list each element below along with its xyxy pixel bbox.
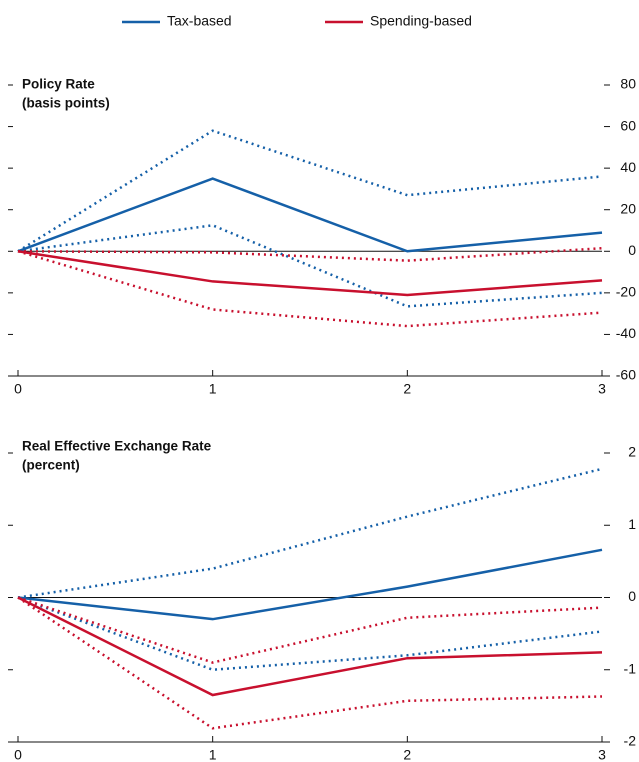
y-tick-label: 1	[628, 516, 636, 532]
confidence-line	[17, 596, 603, 730]
confidence-line	[17, 250, 603, 328]
y-tick-label: -2	[624, 733, 637, 749]
y-tick-label: -1	[624, 660, 637, 676]
y-tick-label: 20	[620, 200, 636, 216]
confidence-line	[17, 467, 603, 599]
y-tick-label: 0	[628, 588, 636, 604]
y-tick-label: -60	[616, 367, 636, 383]
series-line	[17, 548, 603, 621]
y-tick-label: 2	[628, 444, 636, 460]
series-line	[17, 250, 603, 297]
x-tick-label: 1	[209, 381, 217, 397]
confidence-line	[17, 246, 603, 262]
x-tick-label: 0	[14, 381, 22, 397]
x-tick-label: 0	[14, 747, 22, 762]
legend-label: Spending-based	[370, 13, 472, 29]
x-tick-label: 3	[598, 381, 606, 397]
confidence-line	[17, 596, 603, 664]
confidence-line	[17, 224, 603, 308]
y-tick-label: 40	[620, 159, 636, 175]
confidence-line	[17, 129, 603, 253]
series-line	[17, 177, 603, 253]
confidence-line	[17, 596, 603, 672]
y-tick-label: 60	[620, 117, 636, 133]
chart-subtitle: (basis points)	[22, 96, 110, 111]
y-tick-label: 0	[628, 242, 636, 258]
chart-title: Real Effective Exchange Rate	[22, 439, 212, 454]
x-tick-label: 2	[403, 747, 411, 762]
x-tick-label: 1	[209, 747, 217, 762]
y-tick-label: -20	[616, 284, 636, 300]
chart-title: Policy Rate	[22, 77, 95, 92]
chart-subtitle: (percent)	[22, 458, 80, 473]
series-line	[17, 596, 603, 697]
legend-label: Tax-based	[167, 13, 232, 29]
y-tick-label: -40	[616, 325, 636, 341]
y-tick-label: 80	[620, 76, 636, 92]
x-tick-label: 3	[598, 747, 606, 762]
x-tick-label: 2	[403, 381, 411, 397]
